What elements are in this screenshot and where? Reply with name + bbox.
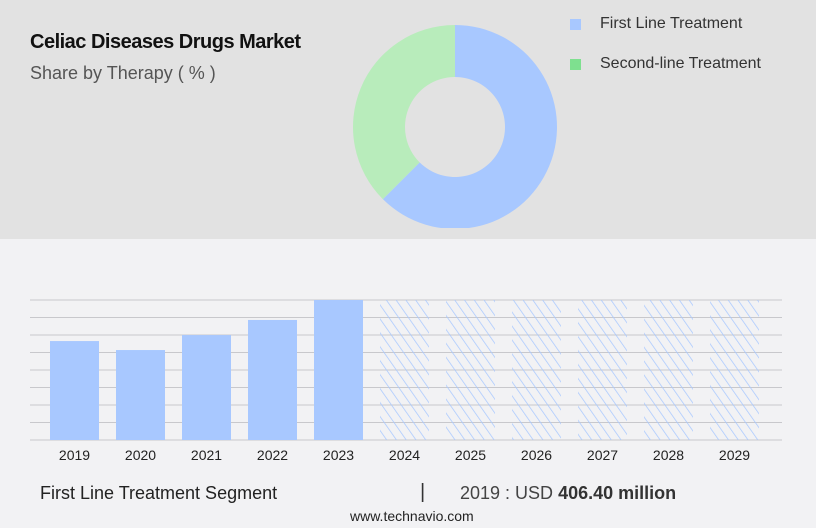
footer-value-amount: 406.40 million: [558, 483, 677, 503]
forecast-bar-2024: [380, 300, 429, 440]
bar-2021: [182, 335, 231, 440]
legend-item-second-line: Second-line Treatment: [570, 55, 761, 73]
footer-value-prefix: 2019 : USD: [460, 483, 554, 503]
x-tick-label: 2024: [389, 447, 420, 463]
forecast-bar-2027: [578, 300, 627, 440]
donut-chart: [300, 25, 600, 239]
donut-slice-1: [353, 25, 455, 200]
forecast-bar-2029: [710, 300, 759, 440]
x-tick-label: 2028: [653, 447, 684, 463]
donut-slice-0: [382, 25, 557, 230]
footer-value: 2019 : USD 406.40 million: [460, 483, 676, 504]
legend-swatch: [570, 58, 581, 70]
x-tick-label: 2025: [455, 447, 486, 463]
x-tick-label: 2029: [719, 447, 750, 463]
donut-clip: [300, 228, 600, 239]
bar-2022: [248, 319, 297, 440]
x-tick-label: 2023: [323, 447, 354, 463]
legend-swatch: [570, 18, 581, 30]
bar-chart: 2019 2020 2021 2022 2023 2024 2025 2026 2027 2028…: [30, 299, 782, 463]
legend-label: First Line Treatment: [600, 15, 743, 32]
legend-item-first-line: First Line Treatment: [570, 15, 742, 33]
x-tick-label: 2019: [59, 447, 90, 463]
bar-2019: [50, 341, 99, 440]
footer-separator: |: [420, 481, 426, 503]
bar-2020: [116, 350, 165, 440]
legend-label: Second-line Treatment: [600, 55, 761, 72]
x-tick-label: 2026: [521, 447, 552, 463]
chart-title: Celiac Diseases Drugs Market: [30, 31, 301, 53]
forecast-bar-2026: [512, 300, 561, 440]
footer-segment: First Line Treatment Segment: [40, 483, 278, 503]
bar-2023: [314, 300, 363, 440]
forecast-bar-2025: [446, 300, 495, 440]
x-tick-label: 2021: [191, 447, 222, 463]
x-tick-label: 2022: [257, 447, 288, 463]
chart-subtitle: Share by Therapy ( % ): [30, 63, 216, 83]
forecast-bar-2028: [644, 300, 693, 440]
source-url: www.technavio.com: [350, 508, 474, 524]
x-tick-label: 2020: [125, 447, 156, 463]
x-tick-label: 2027: [587, 447, 618, 463]
